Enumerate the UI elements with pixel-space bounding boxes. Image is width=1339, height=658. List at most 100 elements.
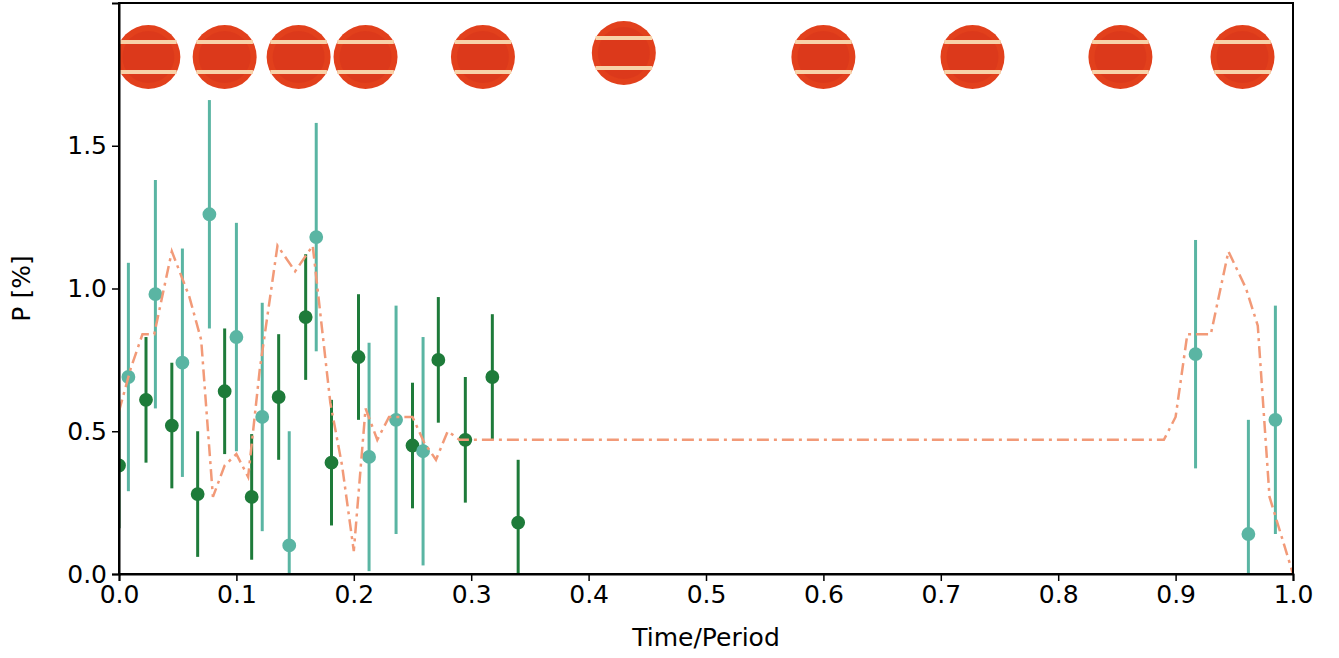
- y-tick-label: 1.5: [67, 131, 107, 160]
- thumbnail-disc: [193, 25, 257, 89]
- data-point: [272, 390, 286, 404]
- thumbnail-stripe: [120, 40, 177, 44]
- data-point: [309, 230, 323, 244]
- x-tick: 0.1: [217, 574, 257, 609]
- thumbnail-texture: [122, 31, 174, 83]
- x-tick-label: 1.0: [1274, 580, 1314, 609]
- thumbnail: [791, 25, 855, 89]
- data-point: [362, 450, 376, 464]
- thumbnail: [193, 25, 257, 89]
- data-point: [511, 516, 525, 530]
- data-point: [202, 207, 216, 221]
- thumbnail-stripe: [270, 70, 327, 74]
- thumbnail-stripe: [596, 36, 653, 40]
- y-tick: 0.0: [67, 560, 119, 589]
- data-point: [389, 413, 403, 427]
- data-point: [218, 384, 232, 398]
- data-point: [148, 287, 162, 301]
- thumbnail-disc: [791, 25, 855, 89]
- thumbnail-disc: [451, 25, 515, 89]
- thumbnail: [334, 25, 398, 89]
- x-tick: 1.0: [1274, 574, 1314, 609]
- data-point: [485, 370, 499, 384]
- data-point: [282, 539, 296, 553]
- chart: 0.00.10.20.30.40.50.60.70.80.91.00.00.51…: [0, 0, 1339, 658]
- x-axis-title: Time/Period: [631, 623, 780, 652]
- y-tick-label: 1.0: [67, 274, 107, 303]
- thumbnail-disc: [119, 25, 180, 89]
- thumbnail: [592, 21, 656, 85]
- data-point: [431, 353, 445, 367]
- thumbnail: [267, 25, 331, 89]
- thumbnail-stripe: [944, 70, 1001, 74]
- thumbnail-texture: [946, 31, 998, 83]
- plot: 0.00.10.20.30.40.50.60.70.80.91.00.00.51…: [67, 3, 1313, 658]
- data-area: [119, 21, 1293, 574]
- data-point: [1241, 527, 1255, 541]
- thumbnail-stripe: [944, 40, 1001, 44]
- thumbnail-stripe: [795, 40, 852, 44]
- x-tick-label: 0.6: [804, 580, 844, 609]
- data-point: [325, 456, 339, 470]
- data-point: [245, 490, 259, 504]
- thumbnail-stripe: [270, 40, 327, 44]
- x-axis: 0.00.10.20.30.40.50.60.70.80.91.0: [100, 574, 1314, 609]
- thumbnail: [451, 25, 515, 89]
- x-tick-label: 0.7: [921, 580, 961, 609]
- thumbnail-texture: [1094, 31, 1146, 83]
- thumbnail-stripe: [120, 70, 177, 74]
- thumbnail-texture: [199, 31, 251, 83]
- data-point: [229, 330, 243, 344]
- error-bar: [288, 431, 291, 574]
- y-tick-mark: [112, 574, 119, 576]
- x-tick: 0.5: [687, 574, 727, 609]
- thumbnail-stripe: [1092, 70, 1149, 74]
- thumbnail-texture: [457, 31, 509, 83]
- thumbnail-stripe: [196, 40, 253, 44]
- x-tick: 0.4: [569, 574, 609, 609]
- data-point: [175, 356, 189, 370]
- thumbnail-stripe: [196, 70, 253, 74]
- thumbnail-disc: [334, 25, 398, 89]
- data-point: [416, 444, 430, 458]
- thumbnail: [1088, 25, 1152, 89]
- thumbnail-disc: [1088, 25, 1152, 89]
- y-tick-mark: [112, 431, 119, 433]
- error-bar: [1247, 420, 1250, 574]
- data-point: [1189, 347, 1203, 361]
- thumbnail-stripe: [455, 40, 512, 44]
- series: [119, 254, 525, 574]
- data-point: [1268, 413, 1282, 427]
- thumbnail-stripe: [1214, 70, 1271, 74]
- x-tick: 0.8: [1039, 574, 1079, 609]
- y-axis-title: P [%]: [7, 255, 36, 321]
- y-tick-label: 0.5: [67, 417, 107, 446]
- thumbnail-stripe: [455, 70, 512, 74]
- thumbnail: [940, 25, 1004, 89]
- thumbnail-stripe: [337, 40, 394, 44]
- thumbnail-stripe: [337, 70, 394, 74]
- y-tick: 1.5: [67, 131, 119, 160]
- y-tick-label: 0.0: [67, 560, 107, 589]
- thumbnail-texture: [797, 31, 849, 83]
- x-tick: 0.9: [1156, 574, 1196, 609]
- data-point: [255, 410, 269, 424]
- x-tick: 0.7: [921, 574, 961, 609]
- thumbnail-disc: [592, 21, 656, 85]
- data-point: [352, 350, 366, 364]
- thumbnail-disc: [267, 25, 331, 89]
- series: [121, 100, 1282, 574]
- data-point: [191, 487, 205, 501]
- x-tick-label: 0.3: [452, 580, 492, 609]
- model-line: [119, 246, 1293, 574]
- x-tick-label: 0.1: [217, 580, 257, 609]
- x-tick: 0.2: [334, 574, 374, 609]
- x-tick-label: 0.5: [687, 580, 727, 609]
- thumbnail-texture: [273, 31, 325, 83]
- x-tick-label: 0.2: [334, 580, 374, 609]
- y-tick: 1.0: [67, 274, 119, 303]
- thumbnail-texture: [1217, 31, 1269, 83]
- thumbnail-texture: [598, 27, 650, 79]
- y-tick: 0.5: [67, 417, 119, 446]
- thumbnails: [119, 21, 1275, 89]
